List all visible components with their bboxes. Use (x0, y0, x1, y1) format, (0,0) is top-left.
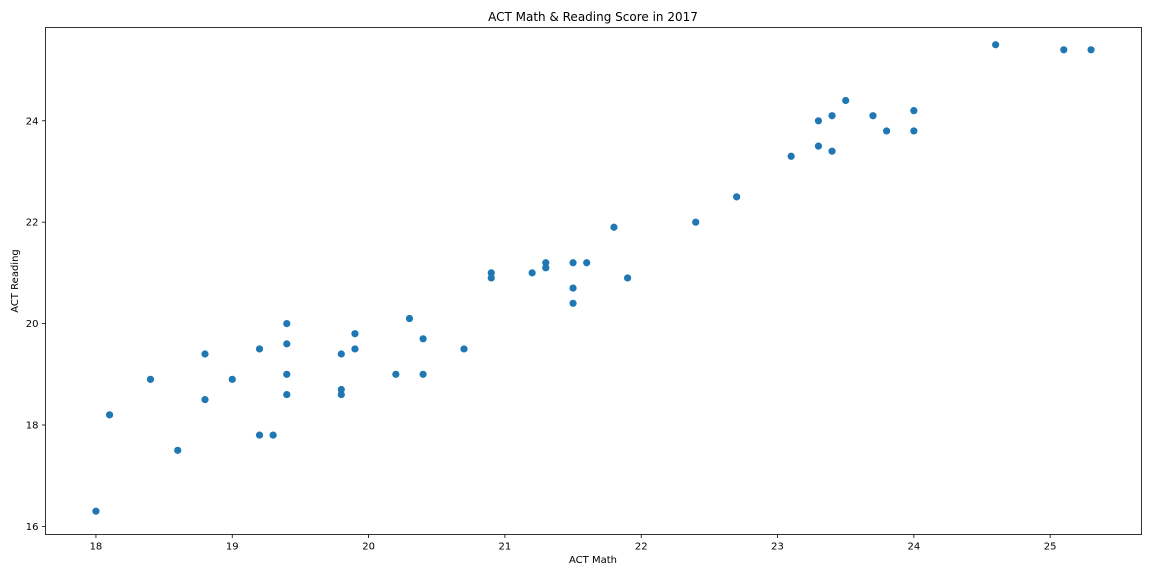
scatter-point (92, 507, 100, 515)
scatter-point (201, 350, 209, 358)
scatter-point (283, 370, 291, 378)
scatter-point (828, 112, 836, 120)
scatter-point (910, 127, 918, 135)
scatter-point (569, 284, 577, 292)
scatter-point (569, 259, 577, 267)
scatter-point (283, 340, 291, 348)
scatter-point (283, 390, 291, 399)
y-tick-label: 16 (26, 522, 39, 533)
x-tick-label: 22 (635, 542, 648, 553)
scatter-point (487, 269, 495, 277)
scatter-point (228, 375, 236, 383)
scatter-point (174, 446, 182, 454)
y-tick-label: 20 (26, 319, 39, 330)
scatter-point (201, 396, 209, 404)
scatter-point (542, 264, 550, 272)
chart-title: ACT Math & Reading Score in 2017 (488, 10, 698, 24)
y-tick-label: 24 (26, 116, 39, 127)
scatter-point (610, 223, 618, 231)
scatter-point (882, 127, 891, 135)
x-tick-label: 18 (90, 542, 103, 553)
x-axis: 18 19 20 21 22 23 24 25 (90, 534, 1057, 553)
scatter-point (487, 274, 495, 282)
scatter-point (869, 112, 877, 120)
y-axis-label: ACT Reading (10, 249, 21, 313)
scatter-point (842, 96, 850, 105)
scatter-point (733, 193, 741, 201)
y-axis: 16 18 20 22 24 (26, 116, 46, 533)
data-points (92, 41, 1095, 515)
scatter-point (419, 370, 427, 378)
plot-area: 18 19 20 21 22 23 24 25 16 18 20 22 24 (26, 27, 1142, 553)
scatter-point (460, 345, 468, 353)
scatter-point (828, 147, 836, 155)
y-tick-label: 18 (26, 420, 39, 431)
scatter-point (255, 345, 264, 353)
scatter-point (351, 330, 359, 338)
plot-frame (45, 27, 1142, 535)
scatter-point (255, 431, 264, 439)
scatter-point (583, 259, 591, 267)
scatter-point (337, 350, 345, 358)
scatter-point (283, 319, 291, 328)
x-tick-label: 23 (771, 542, 784, 553)
scatter-point (787, 152, 795, 160)
scatter-point (337, 385, 345, 394)
scatter-point (146, 375, 155, 383)
scatter-point (814, 117, 823, 125)
scatter-point (528, 269, 536, 277)
scatter-point (910, 107, 918, 115)
scatter-point (351, 345, 359, 353)
x-tick-label: 24 (907, 542, 920, 553)
scatter-point (419, 335, 427, 343)
y-tick-label: 22 (26, 218, 39, 229)
x-tick-label: 21 (499, 542, 512, 553)
scatter-point (269, 431, 277, 439)
scatter-point (405, 314, 414, 323)
x-axis-label: ACT Math (569, 555, 617, 566)
x-tick-label: 25 (1044, 542, 1057, 553)
x-tick-label: 19 (226, 542, 239, 553)
scatter-point (569, 299, 577, 307)
scatter-point (1087, 46, 1095, 54)
scatter-point (692, 218, 700, 226)
scatter-point (105, 411, 114, 419)
scatter-point (814, 142, 823, 150)
x-tick-label: 20 (362, 542, 375, 553)
scatter-point (1060, 46, 1068, 54)
scatter-point (337, 390, 345, 399)
scatter-point (392, 370, 400, 378)
scatter-point (623, 274, 632, 282)
scatter-point (992, 41, 1000, 49)
scatter-point (542, 259, 550, 267)
